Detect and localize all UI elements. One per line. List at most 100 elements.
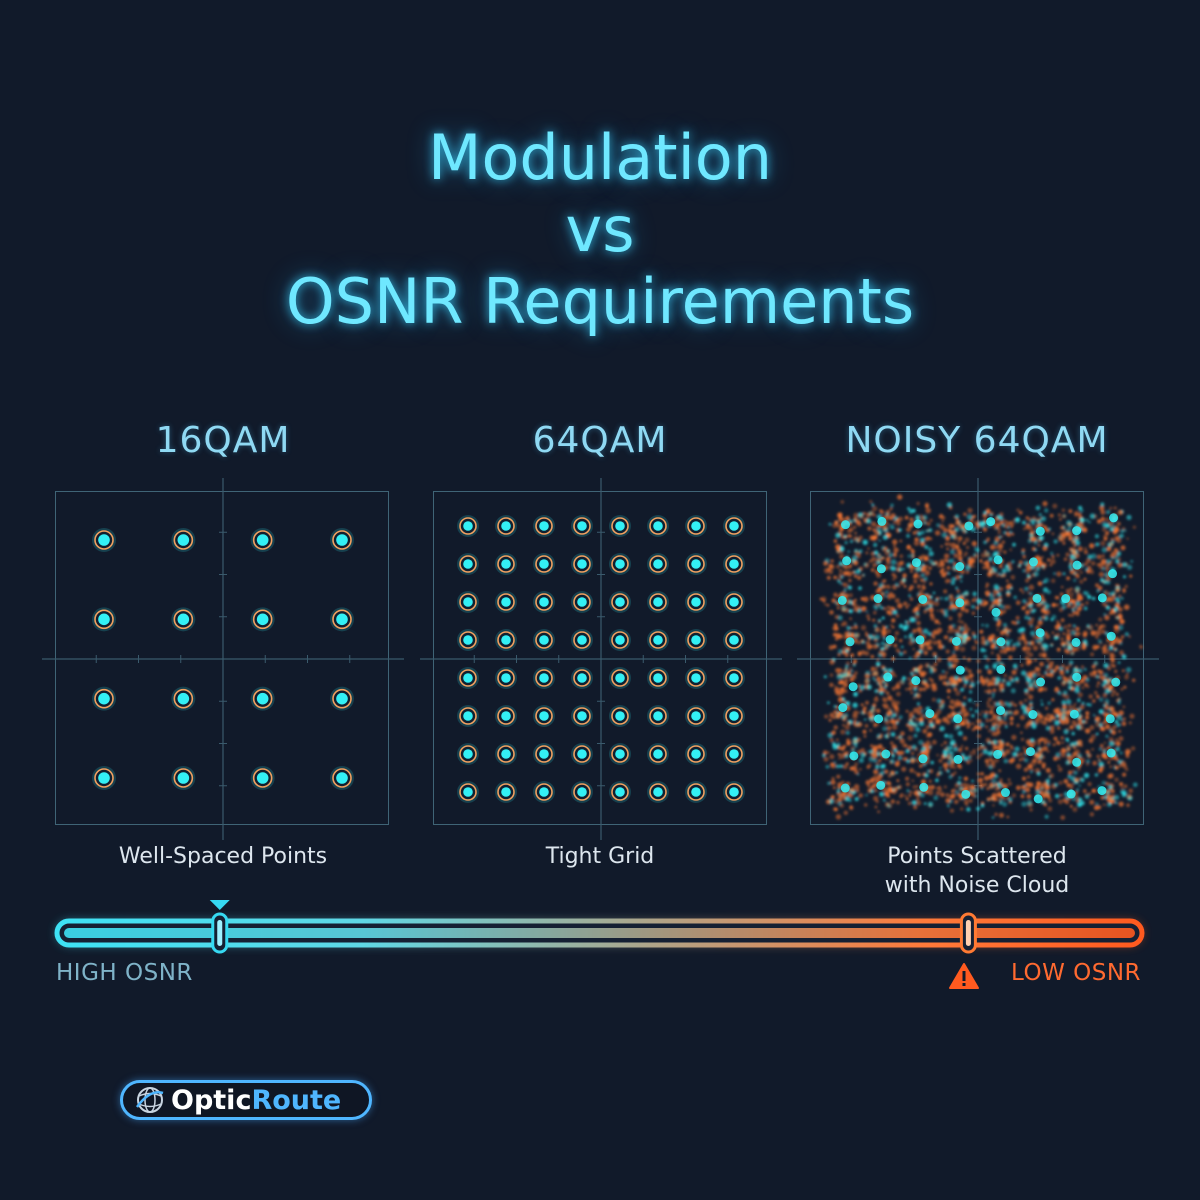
noise-sample bbox=[926, 522, 931, 526]
noise-sample bbox=[1119, 782, 1124, 787]
noise-sample bbox=[918, 631, 922, 634]
noise-sample bbox=[970, 679, 974, 683]
noise-sample bbox=[1074, 687, 1080, 694]
noise-sample bbox=[876, 658, 879, 661]
noise-sample bbox=[988, 556, 993, 562]
noise-sample bbox=[1115, 692, 1119, 696]
noise-sample bbox=[822, 753, 826, 758]
noise-sample bbox=[928, 779, 932, 783]
noise-sample bbox=[862, 596, 869, 603]
noise-sample bbox=[874, 634, 880, 640]
noise-sample bbox=[883, 717, 888, 722]
noise-sample bbox=[837, 710, 844, 717]
noise-sample bbox=[956, 722, 962, 727]
noise-sample bbox=[971, 779, 974, 783]
noise-sample bbox=[853, 722, 856, 725]
noise-sample bbox=[868, 709, 875, 715]
noise-sample bbox=[1096, 589, 1100, 593]
noise-sample bbox=[1105, 523, 1110, 529]
noise-sample bbox=[909, 584, 915, 590]
noise-sample bbox=[963, 756, 969, 762]
noise-sample bbox=[869, 559, 873, 563]
noise-sample bbox=[1099, 743, 1104, 748]
noise-sample bbox=[908, 687, 912, 691]
noise-sample bbox=[891, 656, 895, 661]
noise-sample bbox=[923, 650, 928, 655]
noise-sample bbox=[1102, 721, 1106, 725]
noise-sample bbox=[943, 612, 949, 618]
noise-sample bbox=[938, 785, 941, 789]
noise-sample bbox=[1102, 650, 1106, 654]
noise-sample bbox=[877, 589, 881, 593]
constellation-point bbox=[647, 553, 669, 575]
noise-sample bbox=[1090, 652, 1095, 657]
constellation-point bbox=[955, 598, 965, 608]
noise-sample bbox=[1082, 642, 1086, 647]
noise-sample bbox=[1104, 689, 1109, 694]
noise-sample bbox=[1046, 795, 1051, 799]
noise-sample bbox=[1018, 701, 1023, 705]
noise-sample bbox=[919, 706, 923, 710]
noise-sample bbox=[1038, 560, 1043, 566]
constellation-point bbox=[877, 516, 887, 526]
noise-sample bbox=[1095, 623, 1098, 627]
noise-sample bbox=[919, 514, 924, 519]
noise-sample bbox=[1031, 768, 1034, 771]
noise-sample bbox=[853, 574, 858, 578]
noise-sample bbox=[886, 712, 891, 717]
noise-sample bbox=[1085, 762, 1090, 766]
noise-sample bbox=[1111, 784, 1115, 788]
noise-sample bbox=[1123, 589, 1127, 592]
noise-sample bbox=[860, 639, 864, 643]
noise-sample bbox=[1063, 778, 1069, 784]
noise-sample bbox=[976, 755, 981, 760]
noise-sample bbox=[898, 516, 903, 522]
constellation-point bbox=[986, 517, 996, 527]
noise-sample bbox=[1103, 754, 1109, 760]
constellation-point bbox=[1106, 748, 1116, 758]
noise-sample bbox=[1057, 691, 1062, 695]
noise-sample bbox=[1045, 767, 1051, 773]
noise-sample bbox=[955, 544, 959, 549]
noise-sample bbox=[1006, 815, 1009, 819]
noise-sample bbox=[867, 526, 872, 531]
noise-sample bbox=[869, 500, 873, 504]
constellation-point bbox=[874, 714, 884, 724]
noise-sample bbox=[890, 559, 897, 565]
constellation-point bbox=[647, 743, 669, 765]
noise-sample bbox=[1033, 753, 1038, 758]
noise-sample bbox=[1006, 568, 1011, 572]
noise-sample bbox=[1028, 584, 1035, 591]
noise-sample bbox=[942, 670, 945, 673]
noise-sample bbox=[1045, 669, 1049, 673]
noise-sample bbox=[836, 606, 840, 610]
noise-sample bbox=[932, 640, 938, 645]
noise-sample bbox=[1020, 756, 1025, 761]
noise-sample bbox=[921, 563, 925, 566]
noise-sample bbox=[936, 773, 940, 777]
noise-sample bbox=[1062, 704, 1067, 709]
noise-sample bbox=[1011, 734, 1017, 741]
noise-sample bbox=[959, 626, 965, 632]
noise-sample bbox=[1125, 673, 1129, 676]
noise-sample bbox=[1026, 800, 1033, 806]
noise-sample bbox=[955, 586, 958, 590]
noise-sample bbox=[943, 785, 947, 789]
noise-sample bbox=[932, 591, 936, 595]
noise-sample bbox=[1066, 727, 1070, 731]
noise-sample bbox=[982, 749, 988, 755]
noise-sample bbox=[925, 725, 930, 730]
noise-sample bbox=[1115, 587, 1120, 593]
noise-sample bbox=[1111, 540, 1115, 544]
noise-sample bbox=[840, 575, 844, 579]
noise-sample bbox=[1026, 794, 1032, 799]
noise-sample bbox=[915, 693, 921, 699]
noise-sample bbox=[872, 677, 875, 680]
noise-sample bbox=[916, 626, 922, 633]
constellation-point bbox=[848, 682, 858, 692]
noise-sample bbox=[950, 751, 954, 755]
noise-sample bbox=[830, 559, 834, 563]
noise-sample bbox=[1119, 751, 1123, 755]
noise-sample bbox=[1020, 627, 1026, 633]
low-osnr-marker bbox=[959, 912, 977, 954]
